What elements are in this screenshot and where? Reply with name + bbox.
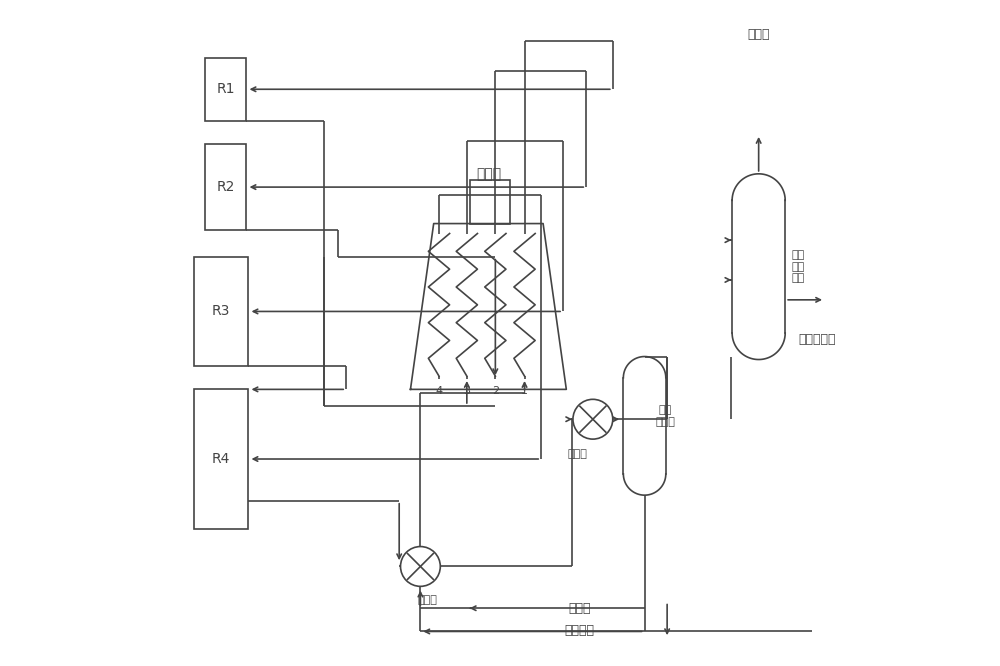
Text: 去分馏系统: 去分馏系统: [798, 333, 836, 346]
Text: 循环氢: 循环氢: [568, 602, 591, 615]
Text: 换热器: 换热器: [417, 595, 437, 605]
Bar: [470, 180, 510, 224]
Polygon shape: [410, 224, 566, 390]
Text: 1: 1: [521, 386, 528, 396]
Bar: [194, 390, 248, 529]
Text: 4: 4: [435, 386, 443, 396]
Text: 副产氢: 副产氢: [747, 28, 770, 41]
Text: 空冷器: 空冷器: [568, 449, 588, 459]
Text: R4: R4: [212, 452, 230, 466]
Text: R1: R1: [216, 83, 235, 97]
Circle shape: [573, 400, 613, 439]
Bar: [205, 58, 246, 121]
Polygon shape: [623, 356, 666, 495]
Text: 2: 2: [492, 386, 499, 396]
Polygon shape: [732, 174, 785, 360]
Bar: [194, 256, 248, 366]
Text: R2: R2: [216, 180, 235, 194]
Bar: [205, 144, 246, 230]
Text: 重整进料: 重整进料: [565, 623, 595, 637]
Circle shape: [401, 547, 440, 586]
Text: R3: R3: [212, 304, 230, 318]
Text: 加热炉: 加热炉: [476, 166, 501, 181]
Text: 氢气
提纯
系统: 氢气 提纯 系统: [792, 250, 805, 283]
Text: 3: 3: [463, 386, 470, 396]
Text: 高压
分离罐: 高压 分离罐: [655, 405, 675, 427]
